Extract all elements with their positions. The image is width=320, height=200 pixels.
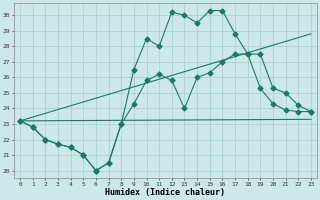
X-axis label: Humidex (Indice chaleur): Humidex (Indice chaleur) xyxy=(106,188,226,197)
